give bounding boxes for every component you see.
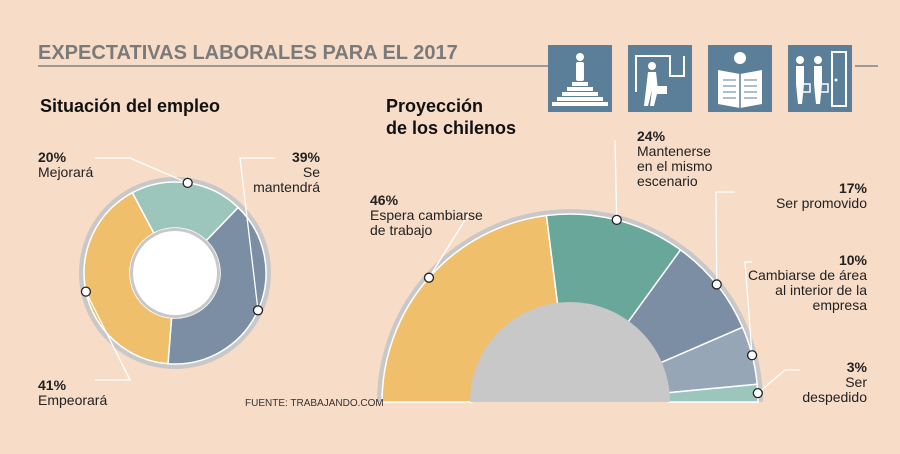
person-walking-with-briefcase-icon xyxy=(628,45,692,112)
source-note: FUENTE: TRABAJANDO.COM xyxy=(245,398,384,409)
callout-label: Mejorará xyxy=(38,164,93,180)
leader-dot xyxy=(423,272,435,283)
leader-dot xyxy=(752,387,763,399)
callout-label: Ser xyxy=(845,374,867,390)
callout-percent: 20% xyxy=(38,149,67,165)
leader-line xyxy=(614,139,618,220)
leader-line xyxy=(757,369,800,394)
callout-label: Mantenerse xyxy=(637,143,711,159)
callout-label: al interior de la xyxy=(775,282,867,298)
leader-dot xyxy=(252,305,264,316)
callout-label: mantendrá xyxy=(253,179,320,195)
arc-inner-ring xyxy=(470,302,670,403)
leader-line xyxy=(715,191,735,285)
leader-dot xyxy=(80,286,92,297)
callout-label: Cambiarse de área xyxy=(748,267,867,283)
leader-line xyxy=(239,157,275,311)
arc-title: Proyección de los chilenos xyxy=(386,96,516,138)
callout-percent: 41% xyxy=(38,377,67,393)
donut-title: Situación del empleo xyxy=(40,96,220,116)
semicircle-chart xyxy=(370,209,770,413)
callout-label: de trabajo xyxy=(370,222,432,238)
callout-percent: 17% xyxy=(839,180,868,196)
callout-label: Espera cambiarse xyxy=(370,207,483,223)
arc-baseline-mask xyxy=(370,403,770,413)
person-reading-newspaper-icon xyxy=(708,45,772,112)
callout-percent: 10% xyxy=(839,252,868,268)
callout-percent: 39% xyxy=(292,149,321,165)
icon-strip xyxy=(548,45,852,112)
callout-label: despedido xyxy=(802,389,867,405)
callout-percent: 46% xyxy=(370,192,399,208)
callout-percent: 3% xyxy=(847,359,868,375)
leader-line xyxy=(428,211,471,279)
callout-percent: 24% xyxy=(637,128,666,144)
leader-dot xyxy=(611,214,622,226)
callout-label: Ser promovido xyxy=(776,195,867,211)
callout-label: en el mismo xyxy=(637,158,713,174)
donut-hole xyxy=(133,231,217,315)
leader-line xyxy=(95,157,188,184)
callout-label: Se xyxy=(303,164,320,180)
leader-line xyxy=(85,291,132,381)
callout-label: escenario xyxy=(637,173,698,189)
callout-label: empresa xyxy=(813,297,868,313)
two-people-at-door-icon xyxy=(788,45,852,112)
leader-dot xyxy=(746,350,758,361)
page-title: EXPECTATIVAS LABORALES PARA EL 2017 xyxy=(38,42,458,64)
leader-dot xyxy=(182,177,193,189)
leader-line xyxy=(744,261,753,356)
leader-dot xyxy=(711,279,722,290)
callout-label: Empeorará xyxy=(38,392,107,408)
donut-chart xyxy=(79,177,271,369)
person-on-podium-icon xyxy=(548,45,612,112)
